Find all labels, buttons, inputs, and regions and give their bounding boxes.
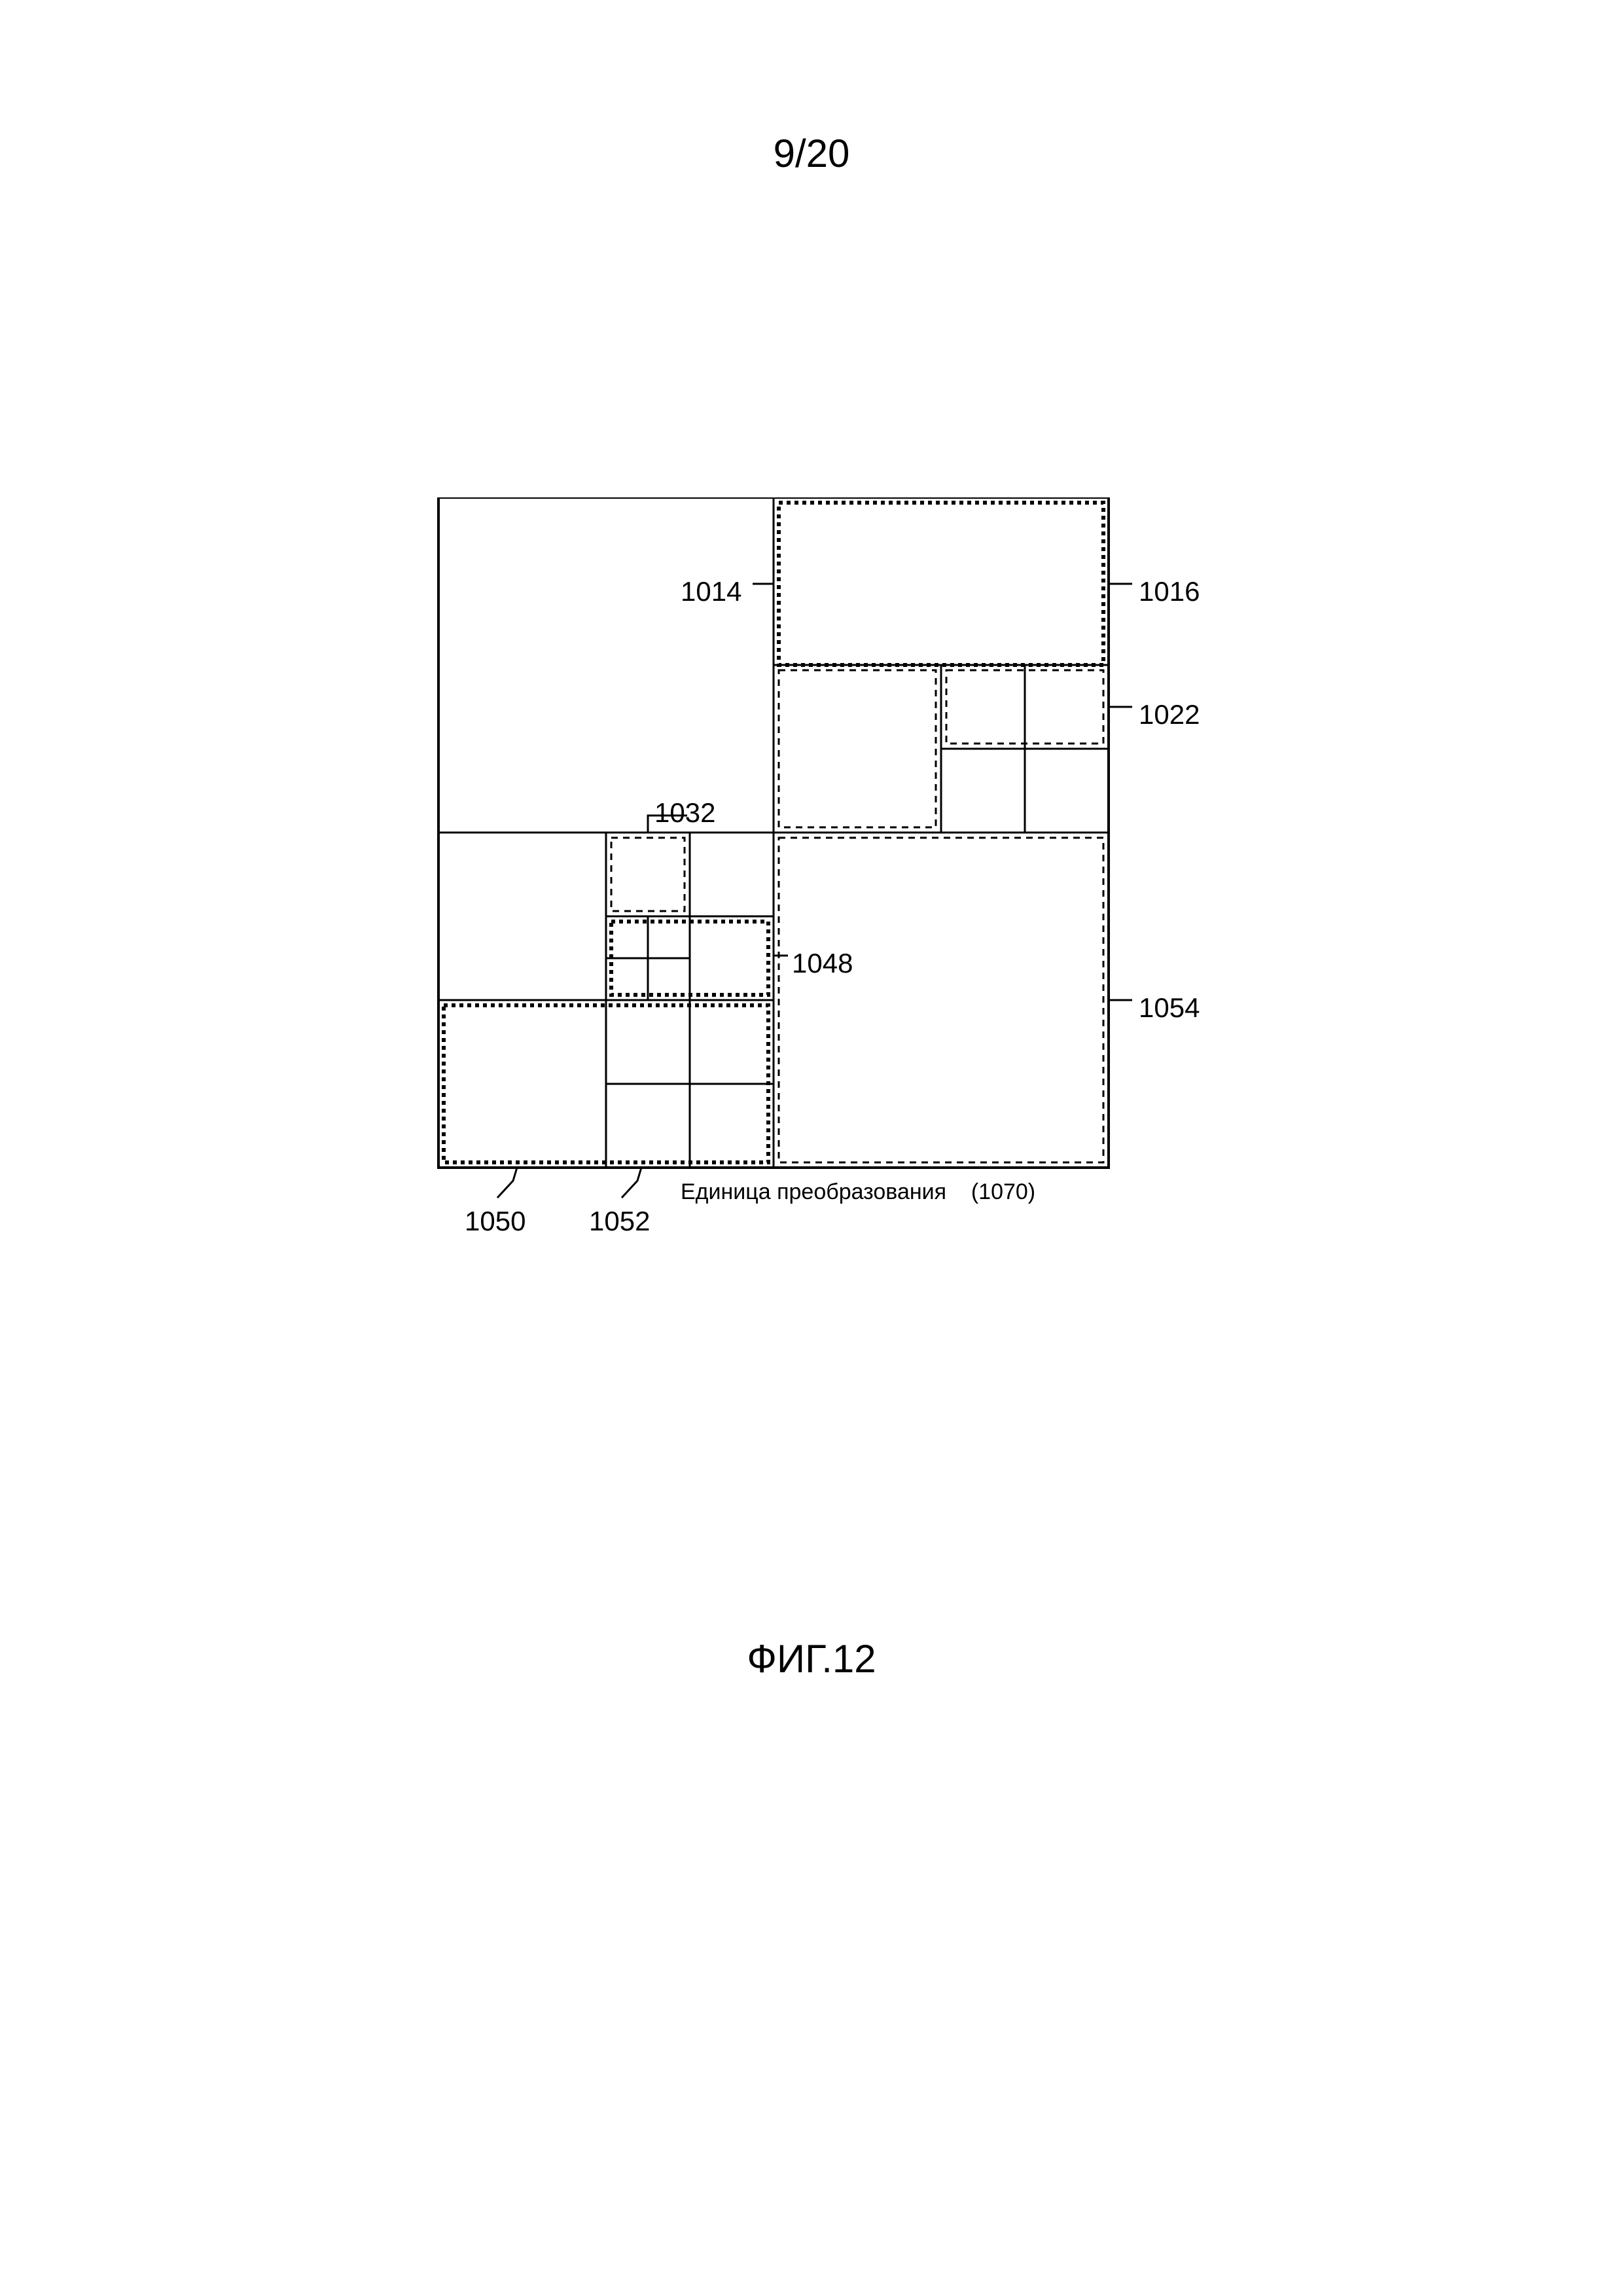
- transformation-unit-label: Единица преобразования (1070): [681, 1179, 1035, 1205]
- ref-label-1032: 1032: [654, 797, 715, 829]
- bottom-label-ref: (1070): [971, 1179, 1035, 1204]
- ref-label-1016: 1016: [1139, 576, 1200, 607]
- ref-label-1054: 1054: [1139, 992, 1200, 1024]
- ref-label-1022: 1022: [1139, 699, 1200, 730]
- bottom-label-text: Единица преобразования: [681, 1179, 946, 1204]
- transformation-unit-diagram: [412, 497, 1211, 1283]
- ref-label-1052: 1052: [589, 1206, 650, 1237]
- ref-label-1014: 1014: [681, 576, 741, 607]
- ref-label-1050: 1050: [465, 1206, 526, 1237]
- figure-caption: ФИГ.12: [0, 1636, 1623, 1681]
- page-number: 9/20: [0, 131, 1623, 176]
- diagram-container: 1014 1016 1022 1032 1048 1054 1050 1052 Единица…: [412, 497, 1211, 1361]
- ref-label-1048: 1048: [792, 948, 853, 979]
